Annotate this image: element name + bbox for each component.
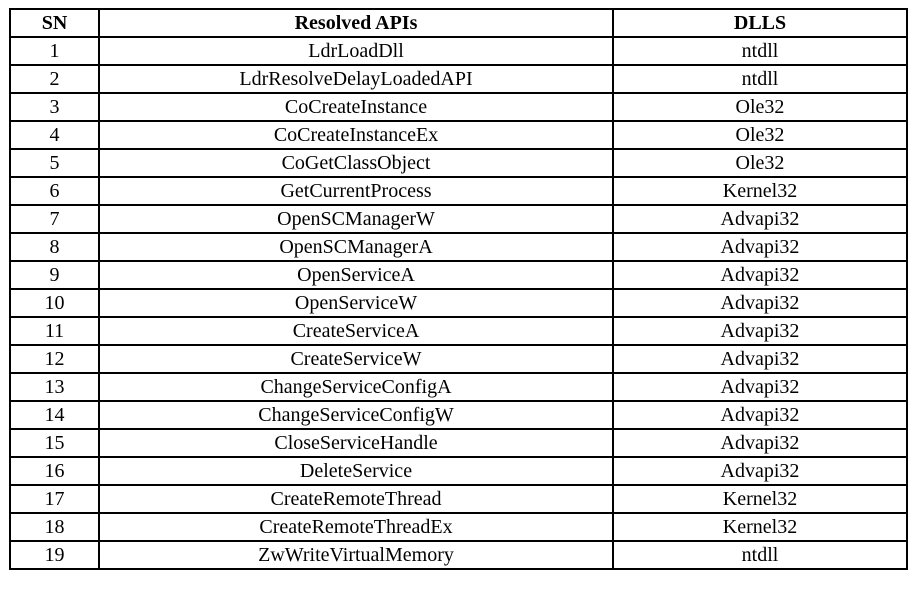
cell-dll: Advapi32 [612, 400, 908, 430]
cell-dll: Ole32 [612, 120, 908, 150]
cell-dll: Advapi32 [612, 456, 908, 486]
cell-dll: ntdll [612, 64, 908, 94]
cell-api: CloseServiceHandle [98, 428, 614, 458]
table-row: 6 GetCurrentProcess Kernel32 [9, 176, 908, 206]
cell-sn: 5 [9, 148, 100, 178]
table-row: 3 CoCreateInstance Ole32 [9, 92, 908, 122]
cell-dll: Advapi32 [612, 288, 908, 318]
cell-api: CreateServiceA [98, 316, 614, 346]
table-row: 5 CoGetClassObject Ole32 [9, 148, 908, 178]
cell-sn: 14 [9, 400, 100, 430]
cell-dll: Advapi32 [612, 428, 908, 458]
table-row: 11 CreateServiceA Advapi32 [9, 316, 908, 346]
cell-dll: Kernel32 [612, 176, 908, 206]
table-row: 10 OpenServiceW Advapi32 [9, 288, 908, 318]
cell-dll: Ole32 [612, 148, 908, 178]
cell-api: OpenSCManagerW [98, 204, 614, 234]
table-row: 7 OpenSCManagerW Advapi32 [9, 204, 908, 234]
header-row: SN Resolved APIs DLLS [9, 8, 908, 38]
cell-dll: Kernel32 [612, 484, 908, 514]
table-row: 19 ZwWriteVirtualMemory ntdll [9, 540, 908, 570]
cell-api: ChangeServiceConfigW [98, 400, 614, 430]
header-resolved-apis: Resolved APIs [98, 8, 614, 38]
cell-sn: 3 [9, 92, 100, 122]
cell-dll: Advapi32 [612, 344, 908, 374]
cell-api: CoGetClassObject [98, 148, 614, 178]
cell-sn: 4 [9, 120, 100, 150]
cell-dll: ntdll [612, 36, 908, 66]
cell-dll: Kernel32 [612, 512, 908, 542]
cell-api: CreateRemoteThread [98, 484, 614, 514]
table-row: 4 CoCreateInstanceEx Ole32 [9, 120, 908, 150]
cell-sn: 9 [9, 260, 100, 290]
cell-sn: 15 [9, 428, 100, 458]
table-row: 17 CreateRemoteThread Kernel32 [9, 484, 908, 514]
cell-api: LdrLoadDll [98, 36, 614, 66]
cell-dll: Advapi32 [612, 316, 908, 346]
cell-api: LdrResolveDelayLoadedAPI [98, 64, 614, 94]
cell-sn: 12 [9, 344, 100, 374]
table-row: 2 LdrResolveDelayLoadedAPI ntdll [9, 64, 908, 94]
table-row: 8 OpenSCManagerA Advapi32 [9, 232, 908, 262]
cell-sn: 6 [9, 176, 100, 206]
table-row: 12 CreateServiceW Advapi32 [9, 344, 908, 374]
cell-dll: ntdll [612, 540, 908, 570]
cell-sn: 8 [9, 232, 100, 262]
cell-api: CreateRemoteThreadEx [98, 512, 614, 542]
header-sn: SN [9, 8, 100, 38]
cell-api: GetCurrentProcess [98, 176, 614, 206]
table-row: 15 CloseServiceHandle Advapi32 [9, 428, 908, 458]
cell-sn: 16 [9, 456, 100, 486]
cell-api: OpenServiceW [98, 288, 614, 318]
cell-sn: 19 [9, 540, 100, 570]
cell-dll: Advapi32 [612, 204, 908, 234]
cell-sn: 7 [9, 204, 100, 234]
resolved-apis-table: SN Resolved APIs DLLS 1 LdrLoadDll ntdll 2 L… [9, 8, 908, 570]
cell-dll: Advapi32 [612, 260, 908, 290]
header-dlls: DLLS [612, 8, 908, 38]
cell-sn: 1 [9, 36, 100, 66]
cell-dll: Advapi32 [612, 232, 908, 262]
cell-sn: 18 [9, 512, 100, 542]
cell-api: ChangeServiceConfigA [98, 372, 614, 402]
cell-api: CreateServiceW [98, 344, 614, 374]
cell-sn: 13 [9, 372, 100, 402]
cell-dll: Advapi32 [612, 372, 908, 402]
cell-api: ZwWriteVirtualMemory [98, 540, 614, 570]
table-row: 16 DeleteService Advapi32 [9, 456, 908, 486]
cell-sn: 10 [9, 288, 100, 318]
table-row: 9 OpenServiceA Advapi32 [9, 260, 908, 290]
cell-api: CoCreateInstance [98, 92, 614, 122]
cell-sn: 17 [9, 484, 100, 514]
cell-sn: 2 [9, 64, 100, 94]
table-row: 1 LdrLoadDll ntdll [9, 36, 908, 66]
cell-api: OpenServiceA [98, 260, 614, 290]
table-row: 18 CreateRemoteThreadEx Kernel32 [9, 512, 908, 542]
cell-api: OpenSCManagerA [98, 232, 614, 262]
cell-api: CoCreateInstanceEx [98, 120, 614, 150]
table-row: 13 ChangeServiceConfigA Advapi32 [9, 372, 908, 402]
cell-dll: Ole32 [612, 92, 908, 122]
cell-sn: 11 [9, 316, 100, 346]
cell-api: DeleteService [98, 456, 614, 486]
table-row: 14 ChangeServiceConfigW Advapi32 [9, 400, 908, 430]
